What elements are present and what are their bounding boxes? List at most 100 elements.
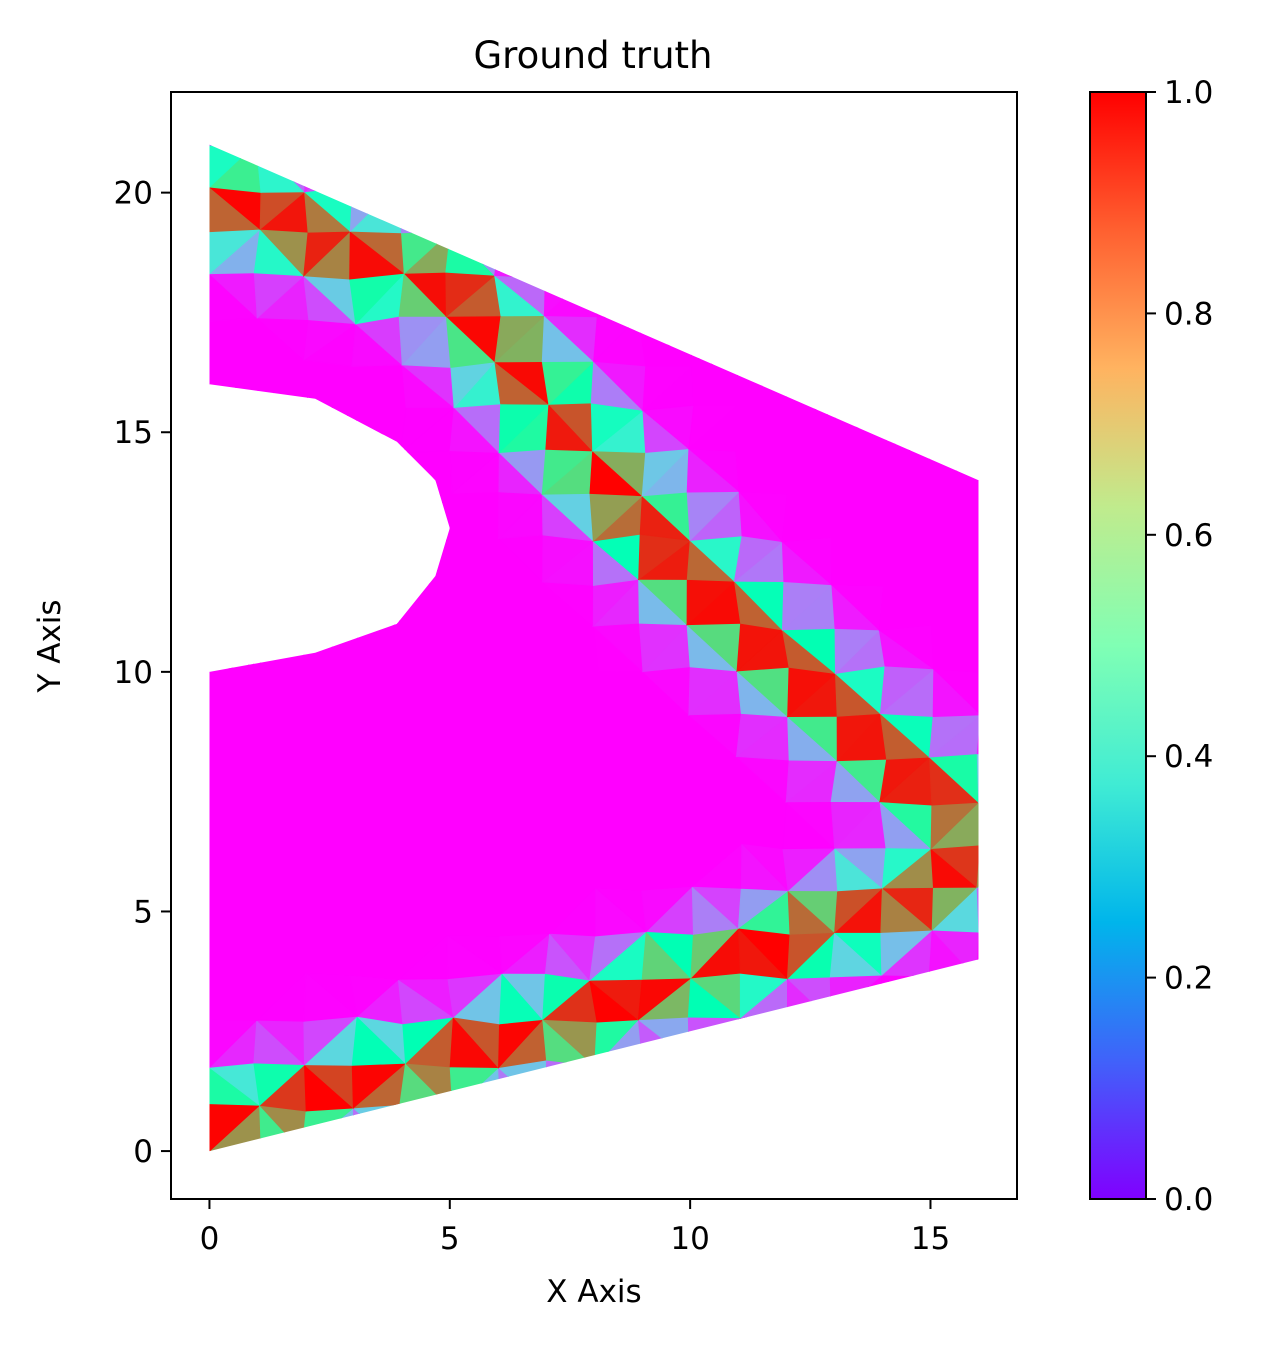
mesh-cell — [878, 274, 936, 319]
mesh-cell — [350, 496, 404, 543]
mesh-cell — [737, 1108, 788, 1152]
mesh-cell — [542, 144, 593, 150]
mesh-cell — [401, 101, 449, 144]
mesh-cell — [829, 974, 883, 1021]
mesh-cell — [686, 189, 741, 232]
mesh-cell — [352, 1107, 402, 1152]
mesh-cell — [640, 144, 688, 192]
mesh-cell — [493, 229, 546, 279]
mesh-cell — [785, 316, 836, 368]
mesh-cell — [253, 495, 311, 537]
mesh-cell — [832, 1105, 886, 1152]
mesh-cell — [976, 626, 979, 673]
mesh-cell — [447, 101, 494, 144]
mesh-cell — [932, 316, 977, 361]
mesh-cell — [740, 147, 787, 194]
mesh-cell — [352, 538, 404, 587]
mesh-cell — [449, 190, 502, 232]
mesh-cell — [352, 146, 399, 187]
mesh-cell — [737, 1062, 790, 1113]
mesh-cell — [787, 1018, 833, 1064]
mesh-cell — [685, 144, 743, 150]
mesh-cell — [833, 407, 888, 454]
mesh-cell — [590, 271, 646, 319]
mesh-cell — [735, 230, 789, 280]
mesh-cell — [927, 405, 977, 455]
mesh-cell — [830, 1018, 886, 1061]
mesh-cell — [976, 534, 979, 584]
mesh-cell — [878, 230, 933, 276]
mesh-cell — [448, 1109, 501, 1152]
mesh-cell — [447, 144, 502, 192]
x-axis-label: X Axis — [546, 1274, 641, 1310]
mesh-cell — [685, 144, 743, 150]
mesh-cell — [304, 446, 356, 499]
mesh-cell — [496, 147, 544, 192]
mesh-cell — [975, 840, 979, 888]
mesh-cell — [975, 971, 979, 1017]
mesh-cell — [973, 359, 979, 408]
mesh-cell — [497, 1109, 547, 1152]
mesh-cell — [397, 183, 452, 234]
mesh-cell — [833, 322, 884, 366]
mesh-cell — [931, 274, 978, 319]
mesh-cell — [926, 229, 979, 276]
mesh-cell — [303, 446, 352, 498]
mesh-cell — [833, 274, 885, 325]
mesh-cell — [349, 452, 403, 498]
mesh-cell — [209, 446, 256, 497]
mesh-cell — [928, 1109, 979, 1152]
mesh-cell — [926, 144, 979, 147]
mesh-cell — [542, 144, 596, 189]
mesh-cell — [353, 584, 401, 626]
mesh-cell — [396, 144, 450, 187]
mesh-cell — [926, 144, 979, 192]
mesh-cell — [445, 230, 496, 276]
mesh-cell — [927, 144, 979, 147]
mesh-cell — [974, 359, 979, 408]
mesh-cell — [255, 144, 310, 149]
mesh-cell — [833, 361, 883, 409]
colorbar-tick-label: 0.6 — [1164, 518, 1213, 554]
mesh-cell — [544, 230, 596, 273]
mesh-cell — [877, 144, 930, 189]
mesh-cell — [785, 321, 835, 367]
mesh-cell — [304, 584, 359, 626]
mesh-cell — [210, 101, 258, 144]
mesh-cell — [590, 144, 643, 189]
mesh-cell — [591, 1108, 643, 1152]
mesh-cell — [832, 1059, 886, 1108]
mesh-cell — [787, 274, 836, 324]
mesh-cell — [304, 406, 358, 452]
mesh-cell — [978, 1015, 979, 1065]
mesh-cell — [880, 359, 936, 407]
mesh-cell — [829, 144, 880, 187]
mesh-cell — [399, 450, 453, 495]
mesh-cell — [734, 316, 791, 368]
mesh-cell — [356, 144, 401, 186]
mesh-cell — [451, 1104, 501, 1152]
mesh-cell — [209, 582, 260, 630]
mesh-cell — [975, 274, 979, 321]
x-tick-label: 5 — [440, 1221, 460, 1257]
mesh-cell — [209, 534, 261, 584]
mesh-cell — [928, 1062, 979, 1112]
mesh-cell — [449, 1066, 500, 1112]
mesh-cell — [782, 228, 835, 277]
mesh-cell — [975, 228, 979, 278]
mesh-cell — [209, 408, 259, 453]
mesh-cell — [350, 450, 402, 499]
mesh-cell — [685, 145, 743, 191]
mesh-cell — [544, 229, 593, 279]
x-axis: 0 5 10 15 — [200, 1199, 950, 1257]
mesh-cell — [639, 101, 687, 143]
mesh-cell — [833, 322, 885, 366]
mesh-cell — [308, 496, 357, 543]
mesh-cell — [740, 144, 784, 150]
mesh-cell — [974, 453, 979, 498]
mesh-cell — [349, 183, 402, 234]
mesh-cell — [982, 186, 1026, 229]
mesh-cell — [974, 403, 979, 456]
mesh-cell — [982, 1106, 1026, 1151]
mesh-cell — [933, 317, 979, 361]
